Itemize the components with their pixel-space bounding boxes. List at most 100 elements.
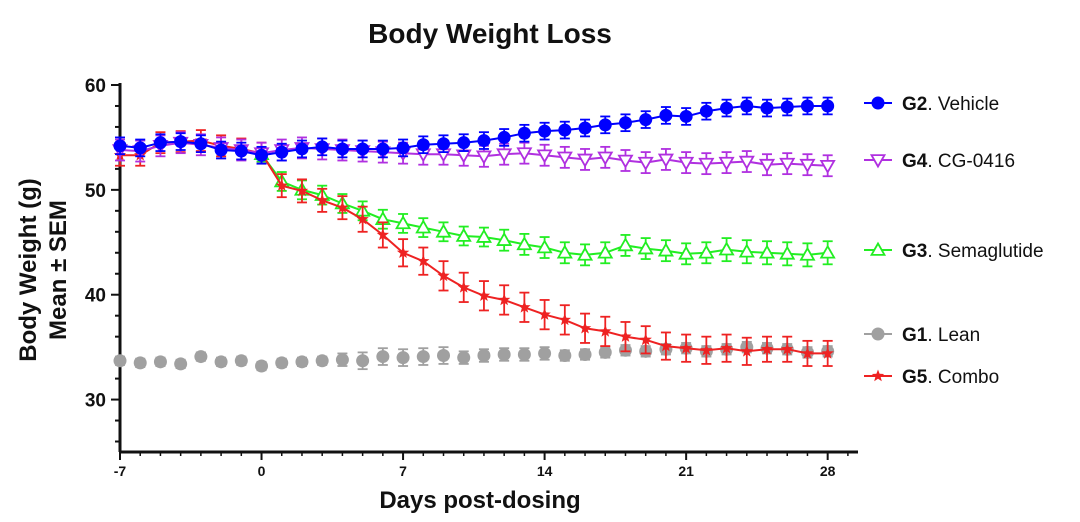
legend-group: G5 xyxy=(902,367,928,388)
data-point-G3 xyxy=(657,242,674,257)
data-point-G1 xyxy=(255,359,269,373)
legend-entry-G1: G1. Lean xyxy=(864,325,980,346)
data-point-G5 xyxy=(720,341,733,354)
data-point-G2 xyxy=(760,101,774,115)
data-point-G1 xyxy=(598,345,612,359)
data-point-G3 xyxy=(678,245,695,260)
data-point-G5 xyxy=(578,321,592,334)
data-point-G4 xyxy=(556,151,573,166)
data-point-G2 xyxy=(639,113,653,127)
x-axis-title: Days post-dosing xyxy=(379,487,580,514)
data-point-G1 xyxy=(437,349,451,363)
legend-marker xyxy=(871,369,885,382)
data-point-G4 xyxy=(779,157,796,172)
data-point-G3 xyxy=(738,243,755,258)
data-point-G2 xyxy=(618,116,632,130)
data-point-G2 xyxy=(598,118,612,132)
data-point-G4 xyxy=(637,156,654,171)
data-point-G1 xyxy=(153,355,167,369)
data-point-G2 xyxy=(315,140,329,154)
data-point-G2 xyxy=(558,123,572,137)
data-point-G5 xyxy=(295,184,309,197)
legend-marker xyxy=(871,96,885,110)
data-point-G2 xyxy=(699,104,713,118)
legend-entry-G2: G2. Vehicle xyxy=(864,94,999,115)
data-point-G5 xyxy=(498,293,511,306)
data-point-G1 xyxy=(275,356,289,370)
data-point-G4 xyxy=(496,148,513,163)
data-point-G5 xyxy=(760,342,774,355)
legend-marker xyxy=(869,241,887,256)
data-point-G5 xyxy=(781,342,794,355)
x-tick-label: -7 xyxy=(114,463,127,479)
data-point-G3 xyxy=(576,246,594,261)
data-point-G3 xyxy=(516,236,533,251)
data-point-G4 xyxy=(536,149,553,164)
data-point-G5 xyxy=(740,344,753,357)
data-point-G2 xyxy=(275,145,289,159)
legend-label: G3. Semaglutide xyxy=(902,241,1044,262)
legend-marker xyxy=(871,327,885,341)
data-point-G1 xyxy=(376,350,390,364)
data-point-G3 xyxy=(395,215,412,230)
y-tick-label: 60 xyxy=(85,76,106,97)
data-point-G1 xyxy=(113,354,127,368)
data-point-G5 xyxy=(619,330,632,342)
data-point-G4 xyxy=(758,158,776,174)
legend-group: G2 xyxy=(902,94,927,115)
data-point-G2 xyxy=(356,142,370,156)
data-point-G3 xyxy=(698,244,715,259)
data-point-G2 xyxy=(416,138,430,152)
data-point-G1 xyxy=(234,354,248,368)
data-point-G1 xyxy=(356,354,370,368)
legend-name: . Semaglutide xyxy=(927,241,1043,262)
data-point-G2 xyxy=(234,144,248,158)
data-point-G2 xyxy=(396,141,410,155)
x-tick-label: 28 xyxy=(820,463,836,479)
legend-group: G4 xyxy=(902,151,928,172)
data-point-G5 xyxy=(336,201,349,213)
y-tick-label: 50 xyxy=(85,181,106,202)
data-point-G5 xyxy=(316,193,329,206)
data-point-G2 xyxy=(133,141,147,155)
legend: G2. Vehicle G4. CG-0416 G3. Semaglutide G1.… xyxy=(864,94,1044,388)
data-point-G4 xyxy=(698,157,715,172)
data-point-G2 xyxy=(214,143,228,157)
data-point-G4 xyxy=(738,155,755,170)
data-point-G4 xyxy=(597,151,614,166)
data-point-G2 xyxy=(295,142,309,156)
data-point-G1 xyxy=(477,349,491,363)
data-point-G4 xyxy=(718,156,735,171)
axes: 30 40 50 60 -7 0 7 14 21 28 xyxy=(85,76,858,479)
y-axis-title-line2: Mean ± SEM xyxy=(45,200,72,340)
data-point-G2 xyxy=(457,136,471,150)
data-point-G5 xyxy=(599,324,612,337)
legend-entry-G5: G5. Combo xyxy=(864,367,999,388)
data-point-G5 xyxy=(821,346,834,359)
data-point-G5 xyxy=(396,246,410,258)
data-point-G2 xyxy=(255,148,269,162)
data-point-G2 xyxy=(538,124,552,138)
data-point-G4 xyxy=(657,153,674,168)
data-point-G1 xyxy=(315,354,329,368)
legend-entry-G3: G3. Semaglutide xyxy=(864,241,1044,262)
data-point-G1 xyxy=(538,346,552,360)
data-point-G2 xyxy=(376,142,390,156)
data-point-G3 xyxy=(597,244,614,259)
data-point-G1 xyxy=(578,347,592,361)
legend-name: . Vehicle xyxy=(927,94,999,115)
y-axis-title-line1: Body Weight (g) xyxy=(15,178,42,362)
legend-name: . Combo xyxy=(927,367,999,388)
data-point-G2 xyxy=(679,109,693,123)
data-point-G2 xyxy=(821,99,835,113)
x-tick-label: 0 xyxy=(258,463,266,479)
data-point-G4 xyxy=(678,156,695,171)
legend-marker xyxy=(869,154,887,169)
data-point-G1 xyxy=(194,350,208,364)
data-point-G5 xyxy=(437,269,450,282)
data-point-G5 xyxy=(700,343,713,356)
data-point-G1 xyxy=(497,347,511,361)
data-point-G5 xyxy=(275,179,288,191)
data-point-G2 xyxy=(659,108,673,122)
data-point-G3 xyxy=(475,228,492,243)
